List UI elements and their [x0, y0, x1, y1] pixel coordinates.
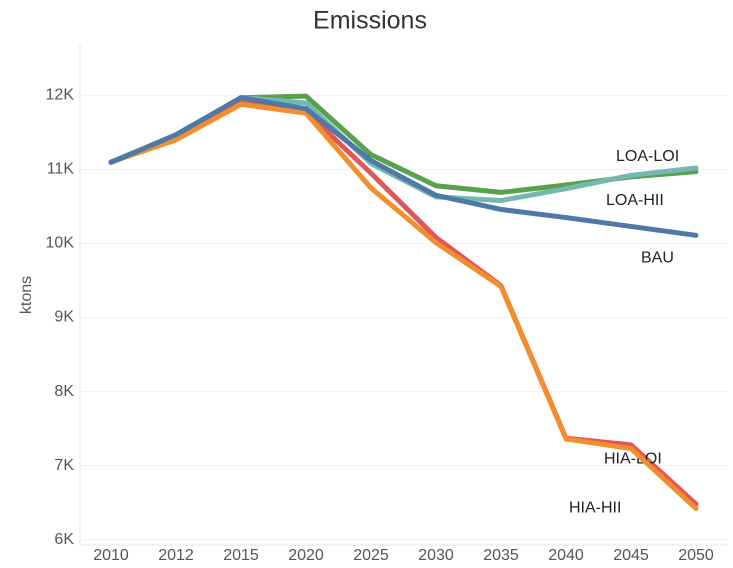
x-tick-label: 2050: [678, 547, 714, 564]
chart-title: Emissions: [313, 7, 427, 35]
series-label: HIA-HII: [569, 500, 621, 517]
series-label: BAU: [641, 250, 674, 267]
series-label: LOA-HII: [606, 192, 664, 209]
x-tick-label: 2015: [223, 547, 259, 564]
x-tick-label: 2010: [93, 547, 129, 564]
y-tick-label: 8K: [54, 383, 74, 400]
x-tick-label: 2035: [483, 547, 519, 564]
x-tick-label: 2012: [158, 547, 194, 564]
x-tick-label: 2030: [418, 547, 454, 564]
y-axis-label: ktons: [18, 276, 35, 314]
series-line: [108, 101, 699, 512]
y-tick-label: 10K: [46, 235, 75, 252]
x-tick-label: 2045: [613, 547, 649, 564]
x-tick-label: 2020: [288, 547, 324, 564]
y-tick-label: 7K: [54, 457, 74, 474]
x-tick-label: 2025: [353, 547, 389, 564]
y-tick-label: 11K: [47, 161, 75, 178]
y-tick-label: 6K: [54, 531, 74, 548]
series-line: [108, 95, 699, 204]
y-tick-label: 12K: [46, 87, 75, 104]
series-line: [108, 95, 699, 238]
x-tick-label: 2040: [548, 547, 584, 564]
y-tick-label: 9K: [54, 309, 74, 326]
series-label: LOA-LOI: [616, 148, 679, 165]
